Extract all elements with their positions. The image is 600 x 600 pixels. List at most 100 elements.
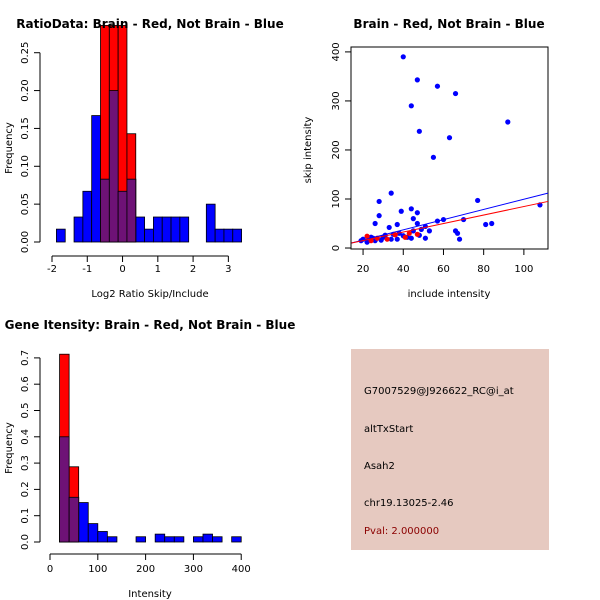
ratio-hist-bar-not-brain: [153, 216, 163, 243]
scatter-point-not-brain: [408, 235, 414, 241]
scatter-y-tick-label: 200: [331, 140, 342, 159]
scatter-y-label: skip intensity: [303, 117, 314, 184]
ratio-hist-y-tick-label: 0.10: [20, 155, 31, 177]
intensity-hist-bar-not-brain: [193, 536, 204, 543]
intensity-hist-x-tick-label: 400: [232, 564, 251, 575]
ratio-hist-bar-not-brain: [56, 228, 66, 243]
ratio-hist-bar-not-brain: [214, 228, 225, 243]
intensity-hist-bar-overlap: [59, 436, 70, 543]
scatter-x-tick-label: 60: [437, 264, 450, 275]
intensity-hist-bar-not-brain: [97, 531, 108, 543]
scatter-x-tick-label: 80: [477, 264, 490, 275]
scatter-point-not-brain: [376, 213, 382, 219]
scatter-fit-line-brain: [350, 200, 549, 244]
intensity-hist-y-tick-label: 0.2: [20, 481, 31, 497]
ratio-hist-bar-overlap: [126, 178, 137, 243]
scatter-point-brain: [364, 233, 370, 239]
ratio-hist-y-tick-label: 0.25: [20, 42, 31, 64]
intensity-hist-y-label: Frequency: [4, 422, 15, 474]
scatter-point-not-brain: [398, 208, 404, 214]
scatter-point-brain: [402, 234, 408, 240]
scatter-point-not-brain: [410, 216, 416, 222]
ratio-hist-bar-not-brain: [223, 228, 234, 243]
ratio-hist-x-tick-label: 0: [119, 264, 125, 275]
scatter-point-not-brain: [372, 220, 378, 227]
intensity-hist-y-tick-label: 0.3: [20, 455, 31, 471]
scatter-point-not-brain: [426, 228, 432, 234]
intensity-hist-bar-not-brain: [154, 533, 166, 543]
scatter-point-not-brain: [394, 221, 400, 228]
intensity-hist-bar-not-brain: [135, 536, 147, 543]
gene-id-text: G7007529@J926622_RC@i_at: [364, 386, 514, 397]
intensity-hist-title: Gene Itensity: Brain - Red, Not Brain - …: [5, 318, 296, 332]
ratio-hist-bar-overlap: [108, 90, 119, 243]
scatter-point-not-brain: [388, 190, 394, 196]
ratio-hist-x-tick-label: -2: [47, 264, 57, 275]
ratio-hist-y-tick-label: 0.15: [20, 117, 31, 139]
ratio-hist-x-label: Log2 Ratio Skip/Include: [91, 289, 208, 300]
intensity-hist-bar-not-brain: [78, 502, 89, 543]
ratio-hist-bar-not-brain: [170, 216, 181, 243]
ratio-hist-x-tick-label: 3: [225, 264, 231, 275]
intensity-hist-bar-not-brain: [87, 523, 99, 543]
intensity-hist-bar-not-brain: [212, 536, 223, 543]
scatter-title: Brain - Red, Not Brain - Blue: [353, 17, 544, 31]
intensity-hist-bar-overlap: [68, 496, 80, 543]
ratio-hist-bar-not-brain: [82, 190, 93, 243]
gene-name-text: Asah2: [364, 461, 395, 472]
intensity-hist-x-tick-label: 100: [88, 564, 107, 575]
intensity-hist-y-tick-label: 0.5: [20, 403, 31, 419]
scatter-point-brain: [384, 236, 390, 242]
ratio-hist-y-tick-label: 0.20: [20, 79, 31, 101]
location-text: chr19.13025-2.46: [364, 498, 454, 509]
scatter-point-not-brain: [364, 239, 370, 245]
intensity-hist-x-tick-label: 200: [136, 564, 155, 575]
scatter-point-not-brain: [456, 236, 463, 242]
ratio-hist-y-label: Frequency: [4, 122, 15, 174]
scatter-point-not-brain: [414, 220, 420, 227]
intensity-hist-y-tick-label: 0.0: [20, 534, 31, 550]
scatter-point-not-brain: [386, 224, 392, 231]
scatter-point-not-brain: [408, 103, 414, 109]
scatter-point-not-brain: [483, 221, 489, 228]
ratio-hist-x-tick-label: 1: [155, 264, 161, 275]
ratio-hist-y-tick-label: 0.00: [20, 231, 31, 253]
pval-text: Pval: 2.000000: [364, 526, 440, 537]
scatter-point-not-brain: [489, 220, 495, 227]
ratio-hist-title: RatioData: Brain - Red, Not Brain - Blue: [16, 17, 283, 31]
intensity-hist-y-tick-label: 0.4: [20, 429, 31, 445]
intensity-hist-bar-not-brain: [173, 536, 185, 543]
ratio-hist-bar-not-brain: [144, 228, 154, 243]
scatter-x-tick-label: 100: [514, 264, 533, 275]
scatter-y-tick-label: 0: [331, 245, 342, 251]
scatter-point-not-brain: [505, 119, 511, 125]
gene-info-panel: G7007529@J926622_RC@i_at altTxStart Asah…: [351, 349, 549, 550]
scatter-x-tick-label: 40: [397, 264, 410, 275]
intensity-hist-x-tick-label: 0: [47, 564, 53, 575]
ratio-hist-bar-not-brain: [205, 203, 216, 243]
scatter-plot-frame: [350, 46, 549, 250]
ratio-hist-x-tick-label: 2: [190, 264, 196, 275]
ratio-hist-bar-not-brain: [161, 216, 172, 243]
scatter-y-tick-label: 300: [331, 91, 342, 110]
scatter-point-brain: [406, 230, 412, 236]
ratio-hist-y-tick-label: 0.05: [20, 193, 31, 215]
ratio-hist-bar-overlap: [117, 190, 128, 243]
scatter-x-label: include intensity: [408, 289, 491, 300]
intensity-hist-bar-not-brain: [202, 533, 213, 543]
scatter-y-tick-label: 100: [331, 189, 342, 208]
scatter-fit-line-not-brain: [350, 192, 549, 244]
intensity-hist-y-tick-label: 0.1: [20, 508, 31, 524]
intensity-hist-x-label: Intensity: [128, 589, 172, 600]
scatter-point-not-brain: [388, 236, 394, 242]
scatter-point-not-brain: [416, 128, 422, 134]
intensity-hist-bar-not-brain: [106, 536, 118, 543]
event-type-text: altTxStart: [364, 424, 414, 435]
intensity-hist-x-tick-label: 300: [184, 564, 203, 575]
scatter-point-not-brain: [434, 83, 441, 89]
ratio-hist-bar-not-brain: [232, 228, 242, 243]
scatter-x-tick-label: 20: [357, 264, 370, 275]
scatter-point-not-brain: [394, 236, 400, 242]
scatter-point-not-brain: [452, 90, 459, 97]
